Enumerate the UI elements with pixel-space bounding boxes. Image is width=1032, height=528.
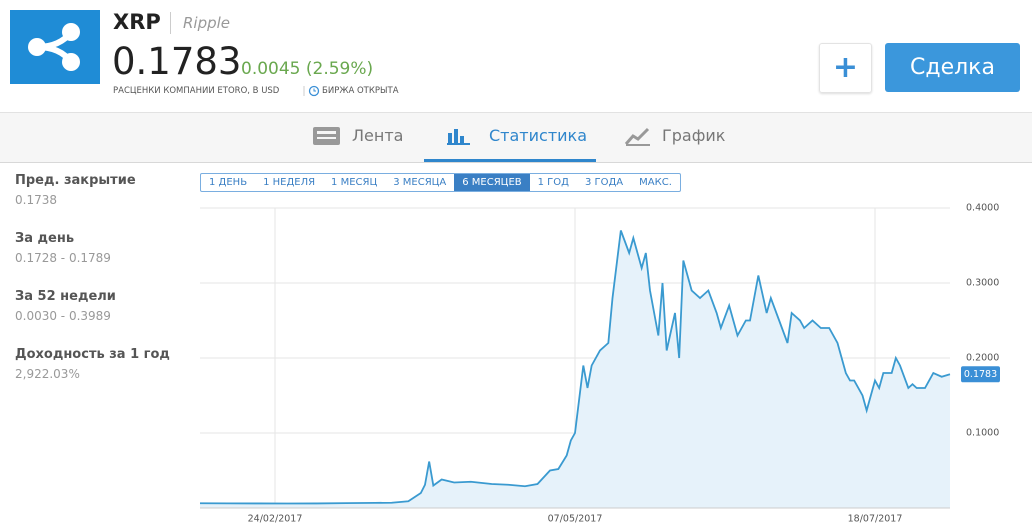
feed-icon [313, 127, 340, 145]
symbol: XRP [113, 10, 161, 34]
stat-value: 0.1738 [15, 193, 57, 207]
range-button[interactable]: 6 МЕСЯЦЕВ [454, 174, 530, 191]
add-button[interactable]: + [819, 43, 872, 93]
stat-value: 0.0030 - 0.3989 [15, 309, 111, 323]
tab[interactable]: Лента [352, 126, 404, 145]
x-tick-label: 18/07/2017 [848, 514, 903, 525]
stats-icon [447, 129, 470, 145]
separator [170, 12, 171, 34]
x-tick-label: 24/02/2017 [248, 514, 303, 525]
stat-label: За день [15, 231, 75, 246]
x-tick-label: 07/05/2017 [548, 514, 603, 525]
stat-value: 0.1728 - 0.1789 [15, 251, 111, 265]
y-tick-label: 0.4000 [966, 203, 999, 214]
y-tick-label: 0.1000 [966, 428, 999, 439]
pricing-note: РАСЦЕНКИ КОМПАНИИ ETORO, В USD [113, 86, 280, 96]
tab[interactable]: График [662, 126, 726, 145]
instrument-name: Ripple [183, 14, 231, 32]
range-button[interactable]: 1 ДЕНЬ [209, 177, 248, 188]
logo [10, 10, 100, 84]
range-selector: 1 ДЕНЬ 1 НЕДЕЛЯ 1 МЕСЯЦ 3 МЕСЯЦА 6 МЕСЯЦ… [200, 173, 681, 192]
active-tab-indicator [424, 159, 596, 162]
range-button[interactable]: 1 ГОД [537, 177, 569, 188]
current-price-label: 0.1783 [964, 369, 997, 380]
stat-label: Доходность за 1 год [15, 347, 170, 362]
tab-bar [0, 112, 1032, 163]
price: 0.1783 [112, 40, 242, 83]
trade-button[interactable]: Сделка [885, 43, 1020, 92]
tab[interactable]: Статистика [489, 126, 587, 145]
range-button[interactable]: 3 ГОДА [584, 177, 624, 188]
range-button[interactable]: 1 НЕДЕЛЯ [263, 177, 316, 188]
stat-label: Пред. закрытие [15, 173, 136, 188]
y-tick-label: 0.2000 [966, 353, 999, 364]
current-price-badge [961, 366, 1000, 383]
area [200, 230, 950, 508]
chart-icon [624, 127, 650, 146]
y-tick-label: 0.3000 [966, 278, 999, 289]
price-change: 0.0045 (2.59%) [241, 59, 374, 79]
status-icon [303, 85, 320, 97]
price-line [199, 230, 951, 505]
market-status: БИРЖА ОТКРЫТА [322, 86, 399, 96]
range-button[interactable]: 3 МЕСЯЦА [393, 177, 447, 188]
stat-value: 2,922.03% [15, 367, 80, 381]
range-button[interactable]: МАКС. [639, 177, 672, 188]
range-button[interactable]: 1 МЕСЯЦ [331, 177, 378, 188]
stat-label: За 52 недели [15, 289, 116, 304]
